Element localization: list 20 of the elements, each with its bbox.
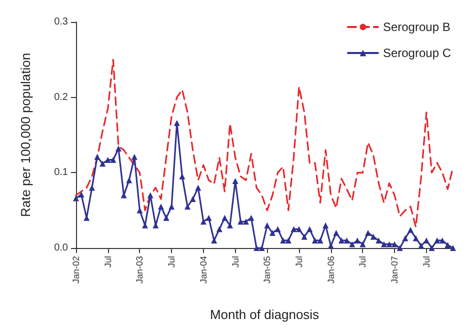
x-tick-label: Jan-04 — [198, 256, 208, 284]
x-tick-label: Jul — [230, 256, 240, 268]
x-tick-label: Jul — [294, 256, 304, 268]
x-tick-label: Jul — [358, 256, 368, 268]
x-tick-label: Jan-03 — [134, 256, 145, 284]
y-axis-title: Rate per 100,000 population — [18, 52, 33, 218]
x-tick-label: Jul — [166, 256, 177, 268]
x-tick-label: Jan-02 — [71, 256, 81, 284]
y-tick-label: 0.1 — [54, 167, 68, 178]
legend-label: Serogroup C — [382, 46, 452, 60]
y-tick-label: 0.3 — [54, 16, 68, 28]
y-tick-label: 0.2 — [54, 92, 68, 103]
y-tick-label: 0.0 — [54, 242, 68, 254]
x-tick-label: Jul — [102, 256, 113, 268]
x-tick-label: Jan-05 — [262, 256, 272, 284]
x-tick-label: Jul — [421, 256, 432, 268]
x-tick-label: Jan-06 — [326, 256, 336, 284]
x-axis-title: Month of diagnosis — [210, 307, 320, 322]
x-tick-label: Jan-07 — [390, 256, 400, 284]
legend-label: Serogroup B — [382, 20, 450, 34]
